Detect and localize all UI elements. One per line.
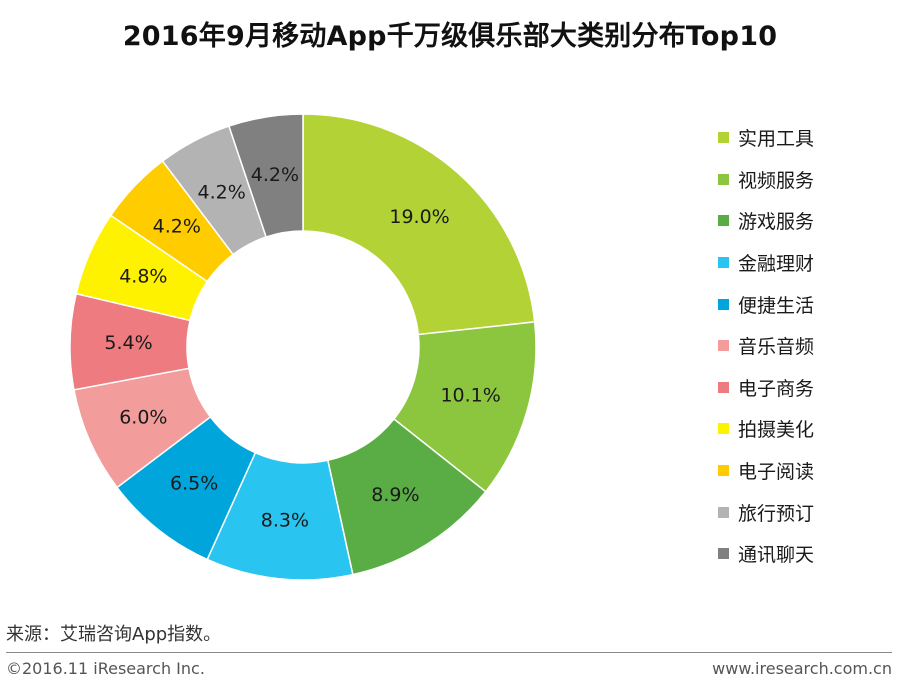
- legend-item: 游戏服务: [718, 200, 888, 242]
- legend-item: 实用工具: [718, 117, 888, 159]
- legend-label: 金融理财: [738, 253, 815, 276]
- legend: 实用工具视频服务游戏服务金融理财便捷生活音乐音频电子商务拍摄美化电子阅读旅行预订…: [718, 117, 888, 575]
- legend-swatch: [718, 465, 729, 477]
- slice-value-label: 6.5%: [170, 472, 218, 494]
- legend-item: 音乐音频: [718, 325, 888, 367]
- slice-value-label: 4.8%: [119, 266, 167, 288]
- legend-swatch: [718, 298, 729, 310]
- slice-value-label: 4.2%: [153, 215, 201, 237]
- footer-divider: [6, 652, 892, 653]
- legend-label: 通讯聊天: [738, 544, 815, 567]
- slice-value-label: 4.2%: [197, 182, 245, 204]
- legend-item: 通讯聊天: [718, 533, 888, 575]
- legend-label: 电子商务: [738, 377, 815, 400]
- legend-item: 电子阅读: [718, 450, 888, 492]
- legend-label: 视频服务: [738, 169, 815, 192]
- legend-item: 便捷生活: [718, 283, 888, 325]
- slice-value-label: 5.4%: [104, 332, 152, 354]
- legend-swatch: [718, 423, 729, 435]
- slice-value-label: 8.3%: [261, 510, 309, 532]
- slice-value-label: 4.2%: [251, 164, 299, 186]
- chart-title: 2016年9月移动App千万级俱乐部大类别分布Top10: [122, 21, 778, 52]
- legend-swatch: [718, 257, 729, 269]
- slice-labels: 19.0% 10.1% 8.9% 8.3% 6.5% 6.0% 5.4% 4.8% 4.2% 4.…: [104, 164, 500, 532]
- legend-label: 旅行预订: [738, 502, 815, 525]
- website: www.iresearch.com.cn: [712, 659, 892, 678]
- slice-value-label: 10.1%: [440, 384, 500, 406]
- slice-实用工具: [302, 113, 536, 336]
- legend-swatch: [718, 173, 729, 185]
- legend-item: 视频服务: [718, 159, 888, 201]
- slice-value-label: 6.0%: [119, 406, 167, 428]
- slice-value-label: 8.9%: [371, 484, 419, 506]
- slice-通讯聊天: [228, 113, 304, 238]
- legend-swatch: [718, 381, 729, 393]
- legend-label: 拍摄美化: [738, 419, 815, 442]
- legend-swatch: [718, 548, 729, 560]
- legend-label: 实用工具: [738, 128, 815, 151]
- copyright: ©2016.11 iResearch Inc.: [6, 659, 205, 678]
- legend-swatch: [718, 340, 729, 352]
- legend-label: 游戏服务: [738, 211, 815, 234]
- legend-item: 金融理财: [718, 242, 888, 284]
- slice-value-label: 19.0%: [389, 206, 449, 228]
- slices: [69, 113, 537, 581]
- legend-item: 电子商务: [718, 367, 888, 409]
- source-note: 来源：艾瑞咨询App指数。: [6, 624, 222, 645]
- legend-label: 电子阅读: [738, 461, 815, 484]
- legend-item: 拍摄美化: [718, 408, 888, 450]
- legend-swatch: [718, 215, 729, 227]
- legend-label: 音乐音频: [738, 336, 815, 359]
- legend-label: 便捷生活: [738, 294, 815, 317]
- legend-swatch: [718, 132, 729, 144]
- legend-item: 旅行预订: [718, 491, 888, 533]
- legend-swatch: [718, 506, 729, 518]
